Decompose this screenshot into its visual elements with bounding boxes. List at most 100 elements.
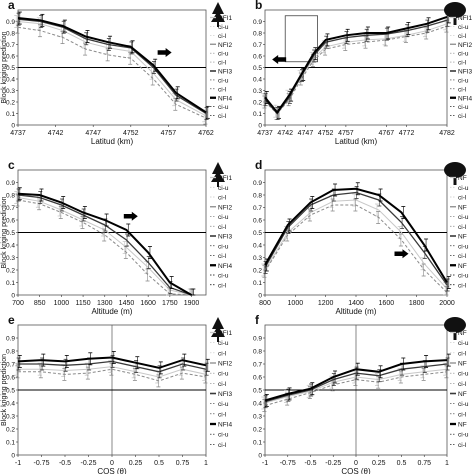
y-tick-label: 0.6 (6, 218, 15, 225)
series-line (17, 26, 207, 119)
x-axis-label: COS (θ) (97, 467, 127, 474)
x-tick-label: 1 (204, 460, 208, 467)
legend-entry: ci-l (458, 60, 467, 67)
y-tick-label: 0.1 (253, 280, 262, 287)
y-tick-label: 0.7 (253, 42, 262, 49)
x-tick-label: 4772 (399, 130, 415, 137)
conifer-trunk (217, 182, 219, 187)
legend-entry: ci-u (218, 401, 229, 408)
x-tick-label: 0.75 (176, 460, 190, 467)
x-tick-label: 4737 (257, 130, 273, 137)
x-tick-label: 4752 (123, 130, 139, 137)
y-tick-label: 0.2 (6, 427, 15, 434)
legend-entry: ci-u (458, 104, 469, 111)
y-tick-label: 0.6 (253, 375, 262, 382)
broadleaf-crown (444, 317, 466, 333)
legend-entry: NFI3 (218, 391, 232, 398)
legend-entry: ci-u (458, 185, 469, 192)
series-nfi4 (264, 353, 451, 407)
legend-entry: ci-l (458, 224, 467, 231)
legend-entry: NF (458, 175, 467, 182)
x-tick-label: 1450 (119, 300, 135, 307)
legend-entry: ci-u (458, 273, 469, 280)
y-tick-label: 0.3 (6, 88, 15, 95)
x-tick-label: 0.75 (417, 460, 431, 467)
y-axis-label: Block kriging prediction (1, 31, 8, 103)
x-axis-label: Latitud (km) (91, 137, 134, 146)
legend-entry: ci-l (218, 350, 227, 357)
series-nfi3 (16, 12, 209, 120)
y-tick-label: 0.3 (253, 88, 262, 95)
legend-entry: NF (458, 422, 467, 429)
legend-entry: NFI4 (458, 95, 472, 102)
y-tick-label: 0.7 (6, 205, 15, 212)
legend-entry: ci-l (218, 381, 227, 388)
series-nfi4 (17, 11, 210, 119)
broadleaf-crown (444, 162, 466, 178)
broadleaf-trunk (453, 17, 457, 25)
series-line (18, 366, 207, 378)
direction-arrow (157, 48, 172, 58)
y-tick-label: 0 (258, 453, 262, 460)
legend-entry: ci-u (218, 104, 229, 111)
x-tick-label: 4747 (85, 130, 101, 137)
y-tick-label: 0.7 (253, 205, 262, 212)
y-axis-label: Block kriging prediction (1, 354, 8, 426)
series-nfi2 (15, 20, 208, 125)
legend-entry: ci-u (458, 24, 469, 31)
y-tick-label: 0.3 (6, 414, 15, 421)
broadleaf-crown (444, 2, 466, 18)
y-tick-label: 0.7 (6, 362, 15, 369)
legend-entry: NF (458, 263, 467, 270)
legend-entry: ci-l (458, 381, 467, 388)
y-tick-label: 0.2 (6, 268, 15, 275)
legend-entry: NFI1 (218, 330, 232, 337)
x-tick-label: 1000 (54, 300, 70, 307)
series-nfi3 (263, 186, 450, 292)
y-tick-label: 0.9 (253, 19, 262, 26)
x-tick-label: -0.75 (280, 460, 296, 467)
x-tick-label: -0.5 (59, 460, 71, 467)
y-tick-label: 0.8 (6, 193, 15, 200)
series-nfi3 (16, 354, 209, 379)
chart-panel-f: f 0 0.1 0.2 0.3 0.4 0.5 0.6 0.7 0.8 0.9 -1 -0.75 -0.5… (253, 313, 469, 474)
legend: NFI1ci-uci-lNFI2ci-uci-lNFI3ci-uci-lNFI4… (450, 15, 472, 120)
legend-entry: ci-u (458, 401, 469, 408)
y-tick-label: 0.1 (253, 111, 262, 118)
chart-panel-e: e 0 0.1 0.2 0.3 0.4 0.5 0.6 0.7 0.8 0.9 -1 -0.75 -0.5… (1, 313, 232, 474)
series-line (264, 359, 448, 402)
y-tick-label: 0.7 (6, 42, 15, 49)
legend-entry: ci-u (218, 214, 229, 221)
x-tick-label: 4757 (161, 130, 177, 137)
y-tick-label: 0.6 (6, 375, 15, 382)
legend-entry: ci-u (218, 77, 229, 84)
legend-entry: NFI1 (218, 15, 232, 22)
legend-entry: NFI3 (458, 69, 472, 76)
legend-entry: ci-u (218, 24, 229, 31)
x-tick-label: 1 (445, 460, 449, 467)
legend: NF ci-u ci-l NF ci-u ci-l NF ci-u ci-l NF ci-u ci-l (450, 175, 469, 289)
y-tick-label: 0.6 (253, 54, 262, 61)
x-tick-label: 4742 (277, 130, 293, 137)
legend-entry: ci-u (458, 51, 469, 58)
y-tick-label: 0.5 (253, 230, 262, 237)
y-tick-label: 0.8 (6, 31, 15, 38)
x-tick-label: -0.5 (304, 460, 316, 467)
series-line (264, 191, 448, 286)
legend: NF ci-u ci-l NF ci-u ci-l NF ci-u ci-l NF ci-u ci-l (450, 330, 469, 449)
y-tick-label: 0.1 (6, 440, 15, 447)
chart-panel-b: b 0 0.1 0.2 0.3 0.4 0.5 0.6 0.7 0.8 0.9 4737 4742 474… (253, 0, 473, 146)
legend-entry: NF (458, 330, 467, 337)
panel-label: b (255, 0, 262, 12)
legend-entry: NFI1 (458, 15, 472, 22)
series-nfi4 (17, 187, 196, 296)
legend-entry: NFI4 (218, 263, 232, 270)
legend-entry: NF (458, 361, 467, 368)
y-tick-label: 0.5 (253, 388, 262, 395)
x-axis-label: COS (θ) (341, 467, 371, 474)
legend-entry: ci-l (458, 253, 467, 260)
series-nfi4 (264, 10, 451, 119)
y-tick-label: 0 (11, 453, 15, 460)
legend-entry: NF (458, 234, 467, 241)
legend-entry: NF (458, 204, 467, 211)
